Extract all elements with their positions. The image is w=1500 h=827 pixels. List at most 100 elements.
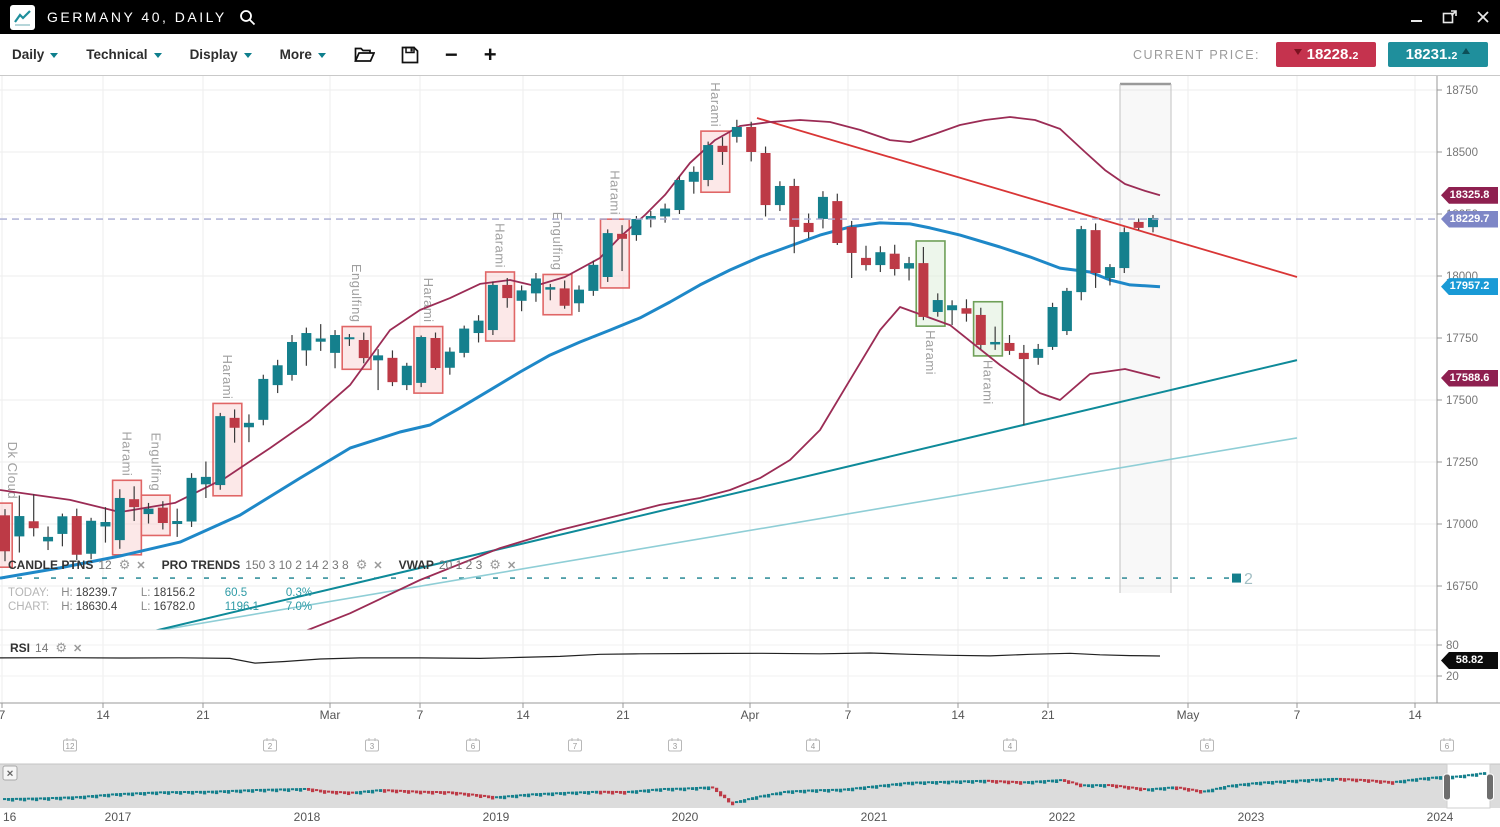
save-icon[interactable]	[401, 46, 419, 64]
candle[interactable]	[846, 226, 857, 253]
candle[interactable]	[487, 284, 498, 331]
navigator-window[interactable]	[1446, 763, 1491, 809]
candle[interactable]	[516, 290, 527, 301]
candle[interactable]	[387, 357, 398, 383]
navigator-handle[interactable]	[1486, 773, 1494, 801]
candle[interactable]	[287, 341, 297, 375]
candle[interactable]	[200, 476, 211, 485]
candle[interactable]	[86, 520, 97, 554]
calendar-event-icon[interactable]: 3	[365, 738, 379, 752]
calendar-event-icon[interactable]: 4	[806, 738, 820, 752]
close-icon[interactable]	[1476, 10, 1490, 24]
sell-button[interactable]: 18228.2	[1276, 42, 1376, 67]
candle[interactable]	[229, 417, 240, 428]
candle[interactable]	[330, 335, 341, 353]
menu-timeframe[interactable]: Daily	[12, 47, 59, 62]
candle[interactable]	[717, 145, 728, 152]
candle[interactable]	[602, 233, 613, 277]
candle[interactable]	[904, 263, 915, 269]
menu-more[interactable]: More	[280, 47, 326, 62]
candle[interactable]	[674, 180, 685, 211]
candle[interactable]	[315, 338, 326, 342]
candle[interactable]	[631, 218, 642, 236]
buy-button[interactable]: 18231.2	[1388, 42, 1488, 67]
navigator-track[interactable]	[0, 764, 1500, 808]
candle[interactable]	[129, 499, 140, 508]
candle[interactable]	[760, 152, 771, 206]
candle[interactable]	[186, 477, 197, 522]
candle[interactable]	[832, 201, 843, 244]
menu-technical[interactable]: Technical	[86, 47, 162, 62]
candle[interactable]	[918, 263, 929, 317]
remove-indicator-icon[interactable]: ✕	[373, 559, 383, 572]
candle[interactable]	[172, 521, 183, 524]
candle[interactable]	[530, 278, 541, 294]
candle[interactable]	[444, 351, 455, 368]
candle[interactable]	[861, 257, 871, 266]
candle[interactable]	[688, 171, 699, 182]
candle[interactable]	[430, 338, 441, 369]
remove-indicator-icon[interactable]: ✕	[136, 559, 146, 572]
calendar-event-icon[interactable]: 6	[1440, 738, 1454, 752]
candle[interactable]	[617, 233, 628, 239]
candle[interactable]	[803, 222, 814, 233]
candle[interactable]	[1076, 229, 1087, 293]
candle[interactable]	[1061, 290, 1072, 332]
candle[interactable]	[817, 196, 828, 219]
candle[interactable]	[71, 516, 82, 555]
candle[interactable]	[961, 308, 972, 314]
candle[interactable]	[114, 497, 125, 541]
candle[interactable]	[1033, 348, 1044, 358]
candle[interactable]	[789, 185, 800, 227]
candle[interactable]	[301, 333, 312, 351]
zoom-in-button[interactable]: +	[483, 41, 497, 67]
candle[interactable]	[1104, 267, 1115, 278]
candle[interactable]	[401, 365, 412, 386]
menu-display[interactable]: Display	[190, 47, 252, 62]
calendar-event-icon[interactable]: 6	[1200, 738, 1214, 752]
zoom-out-button[interactable]: −	[444, 41, 458, 67]
calendar-event-icon[interactable]: 6	[466, 738, 480, 752]
gear-icon[interactable]: ⚙	[55, 640, 68, 655]
candle[interactable]	[43, 536, 54, 542]
popout-button[interactable]	[1442, 9, 1458, 25]
candle[interactable]	[545, 287, 556, 290]
candle[interactable]	[660, 208, 671, 217]
search-icon[interactable]	[239, 9, 256, 26]
candle[interactable]	[947, 305, 958, 311]
candle[interactable]	[875, 252, 886, 266]
candle[interactable]	[1119, 232, 1130, 269]
candle[interactable]	[1018, 352, 1029, 360]
candle[interactable]	[258, 378, 269, 420]
candle[interactable]	[731, 126, 742, 137]
candle[interactable]	[272, 365, 283, 386]
candle[interactable]	[100, 522, 111, 527]
remove-indicator-icon[interactable]: ✕	[506, 559, 517, 572]
candle[interactable]	[157, 507, 168, 524]
candle[interactable]	[0, 515, 10, 552]
candle[interactable]	[559, 288, 570, 306]
calendar-event-icon[interactable]: 2	[263, 738, 277, 752]
calendar-event-icon[interactable]: 7	[568, 738, 582, 752]
candle[interactable]	[574, 289, 584, 304]
remove-indicator-icon[interactable]: ✕	[73, 642, 83, 655]
candle[interactable]	[1047, 307, 1058, 347]
candle[interactable]	[932, 300, 943, 312]
candle[interactable]	[1090, 230, 1101, 274]
open-folder-icon[interactable]	[354, 46, 375, 63]
candle[interactable]	[1004, 342, 1015, 351]
navigator-handle[interactable]	[1443, 773, 1451, 801]
candle[interactable]	[459, 328, 470, 353]
candle[interactable]	[373, 355, 384, 361]
candle[interactable]	[344, 337, 355, 340]
candle[interactable]	[57, 516, 68, 534]
calendar-event-icon[interactable]: 4	[1003, 738, 1017, 752]
candle[interactable]	[358, 339, 369, 359]
candle[interactable]	[889, 253, 900, 270]
candle[interactable]	[746, 126, 757, 152]
candle[interactable]	[990, 341, 1001, 345]
candle[interactable]	[243, 422, 254, 428]
gear-icon[interactable]: ⚙	[118, 557, 131, 572]
candle[interactable]	[703, 145, 714, 181]
candle[interactable]	[215, 416, 226, 486]
